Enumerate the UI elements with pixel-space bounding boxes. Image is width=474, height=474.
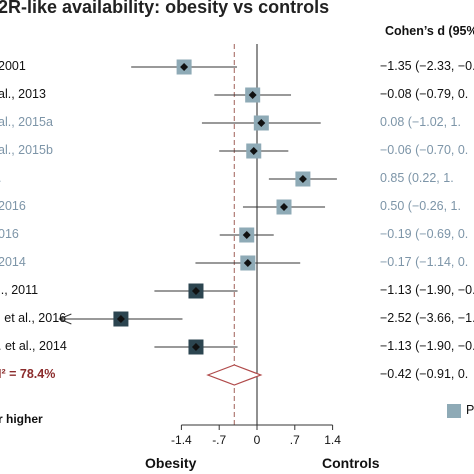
study-point-6 bbox=[242, 231, 251, 239]
x-axis-label-controls: Controls bbox=[322, 455, 380, 471]
study-label-8: l., 2011 bbox=[0, 283, 39, 297]
ci-arrow-9 bbox=[58, 313, 72, 325]
study-label-4: . bbox=[0, 171, 1, 185]
study-point-9 bbox=[116, 315, 125, 323]
study-point-7 bbox=[243, 259, 252, 267]
pooled-ci-text: −0.42 (−0.91, 0. bbox=[380, 367, 469, 381]
study-point-10 bbox=[191, 343, 200, 351]
pooled-diamond bbox=[206, 364, 263, 386]
study-ci-text-1: −0.08 (−0.79, 0. bbox=[380, 87, 469, 101]
x-tick-label-4: 1.4 bbox=[324, 433, 341, 447]
study-ci-text-5: 0.50 (−0.26, 1. bbox=[380, 199, 461, 213]
study-label-7: 2014 bbox=[0, 255, 26, 269]
study-label-1: al., 2013 bbox=[0, 87, 46, 101]
legend-swatch bbox=[447, 404, 461, 418]
study-ci-text-9: −2.52 (−3.66, −1. bbox=[380, 311, 474, 325]
x-tick-label-1: -.7 bbox=[212, 433, 226, 447]
x-axis-label-obesity: Obesity bbox=[145, 455, 197, 471]
study-point-1 bbox=[248, 91, 257, 99]
study-ci-text-4: 0.85 (0.22, 1. bbox=[380, 171, 454, 185]
chart-title: 2R-like availability: obesity vs control… bbox=[0, 0, 330, 17]
study-point-0 bbox=[180, 63, 189, 71]
study-ci-text-6: −0.19 (−0.69, 0. bbox=[380, 227, 469, 241]
study-label-0: 2001 bbox=[0, 59, 26, 73]
study-label-10: . et al., 2014 bbox=[0, 339, 67, 353]
study-ci-text-8: −1.13 (−1.90, −0. bbox=[380, 283, 474, 297]
study-label-6: 016 bbox=[0, 227, 19, 241]
ci-column-header: Cohen’s d (95% bbox=[385, 24, 474, 38]
pooled-heterogeneity-label: I² = 78.4% bbox=[0, 367, 56, 381]
study-point-2 bbox=[257, 119, 266, 127]
study-ci-text-2: 0.08 (−1.02, 1. bbox=[380, 115, 461, 129]
x-tick-label-0: -1.4 bbox=[171, 433, 192, 447]
higher-note: r higher bbox=[0, 412, 43, 426]
study-ci-text-0: −1.35 (−2.33, −0. bbox=[380, 59, 474, 73]
study-point-5 bbox=[280, 203, 288, 211]
study-point-4 bbox=[298, 175, 307, 183]
study-ci-text-3: −0.06 (−0.70, 0. bbox=[380, 143, 469, 157]
study-label-9: l et al., 2016 bbox=[0, 311, 67, 325]
x-tick-label-2: 0 bbox=[254, 433, 261, 447]
study-label-5: 2016 bbox=[0, 199, 26, 213]
study-point-3 bbox=[249, 147, 258, 155]
study-ci-text-10: −1.13 (−1.90, −0. bbox=[380, 339, 474, 353]
legend-label: P bbox=[466, 403, 474, 417]
x-tick-label-3: .7 bbox=[290, 433, 300, 447]
study-point-8 bbox=[191, 287, 200, 295]
study-label-2: al., 2015a bbox=[0, 115, 53, 129]
study-label-3: al., 2015b bbox=[0, 143, 53, 157]
study-ci-text-7: −0.17 (−1.14, 0. bbox=[380, 255, 469, 269]
